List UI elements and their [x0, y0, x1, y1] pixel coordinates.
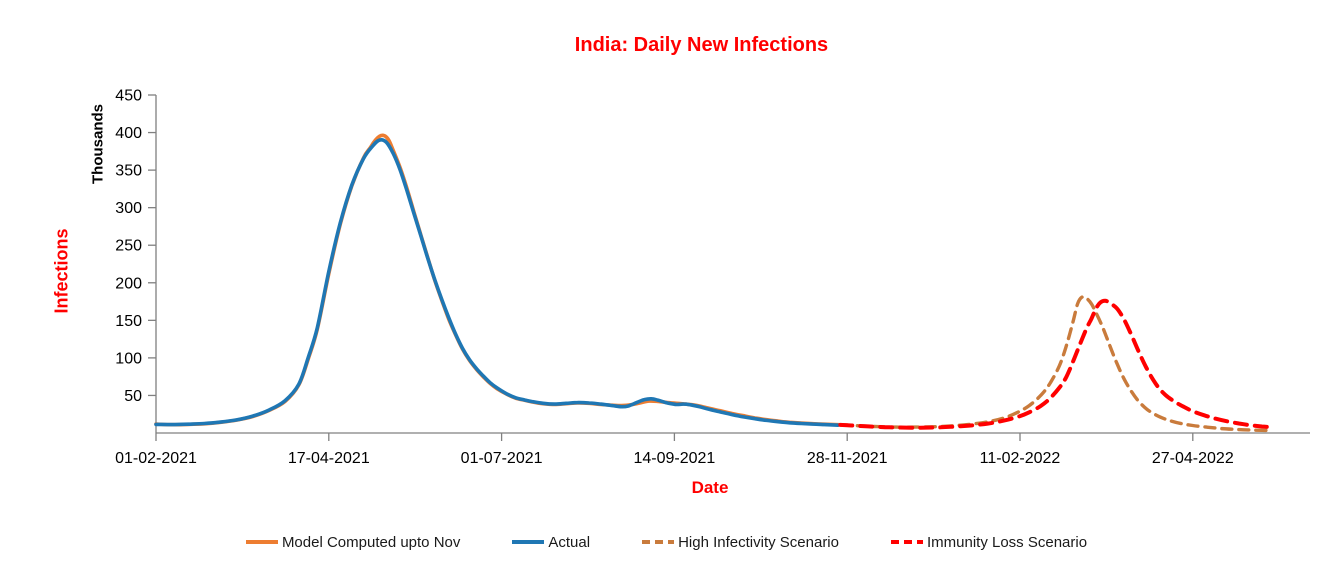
x-tick-label: 17-04-2021: [288, 450, 370, 467]
legend-label: Immunity Loss Scenario: [926, 533, 1088, 551]
legend-label: Actual: [548, 533, 591, 551]
y-tick-label: 300: [115, 200, 142, 217]
legend-label: High Infectivity Scenario: [678, 533, 839, 551]
legend-item-0: Model Computed upto Nov: [245, 533, 461, 551]
series-line-3: [838, 298, 1274, 430]
y-tick-label: 400: [115, 125, 142, 142]
y-tick-label: 200: [115, 275, 142, 292]
y-tick-label: 50: [124, 388, 142, 405]
chart-legend: Model Computed upto Nov Actual High Infect…: [0, 528, 1333, 556]
legend-item-1: Actual: [512, 534, 590, 551]
y-tick-label: 250: [115, 238, 142, 255]
series-line-2: [838, 295, 1273, 433]
x-tick-label: 27-04-2022: [1152, 450, 1234, 467]
legend-line-sample-icon: [512, 540, 545, 544]
legend-line-sample-icon: [245, 540, 278, 544]
x-axis-title: Date: [691, 478, 729, 497]
y-tick-label: 350: [115, 163, 142, 180]
x-tick-label: 28-11-2021: [807, 450, 888, 467]
x-tick-label: 01-02-2021: [115, 450, 197, 467]
series-line-1: [154, 138, 840, 427]
legend-label: Model Computed upto Nov: [281, 533, 461, 551]
x-tick-label: 14-09-2021: [633, 450, 715, 467]
y-tick-label: 450: [115, 88, 142, 105]
x-tick-label: 01-07-2021: [461, 450, 543, 467]
legend-line-sample-icon: [890, 540, 923, 544]
y-tick-label: 100: [115, 350, 142, 367]
chart-title: India: Daily New Infections: [574, 34, 829, 56]
legend-item-3: Immunity Loss Scenario: [890, 533, 1088, 551]
legend-item-2: High Infectivity Scenario: [642, 534, 839, 551]
legend-line-sample-icon: [642, 540, 675, 544]
y-tick-label: 150: [115, 313, 142, 330]
x-tick-label: 11-02-2022: [980, 450, 1061, 467]
series-line-0: [154, 133, 849, 427]
